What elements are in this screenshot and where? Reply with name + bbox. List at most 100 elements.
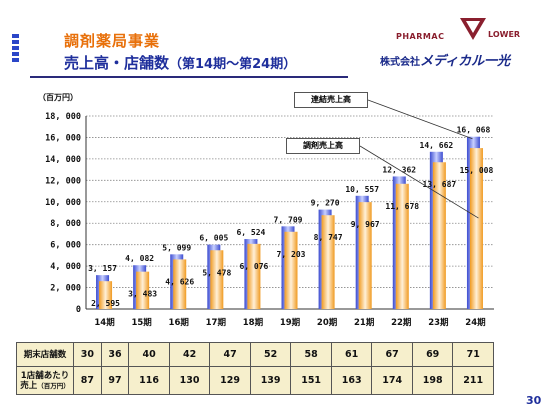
- data-label-dispensing: 13, 687: [423, 180, 457, 189]
- y-tick-label: 12, 000: [45, 176, 81, 186]
- header-accent-bar: [12, 34, 19, 64]
- data-label-consolidated: 9, 270: [311, 199, 340, 208]
- y-tick-label: 16, 000: [45, 133, 81, 143]
- logo-text-left: PHARMAC: [396, 32, 445, 41]
- data-label-consolidated: 10, 557: [345, 185, 379, 194]
- table-cell: 116: [128, 366, 170, 395]
- x-tick-label: 21期: [354, 317, 375, 328]
- data-label-consolidated: 14, 662: [420, 141, 454, 150]
- row2-label-a: 1店舗あたり: [20, 370, 70, 381]
- x-tick-label: 19期: [280, 317, 301, 328]
- data-label-dispensing: 9, 967: [351, 220, 380, 229]
- data-label-dispensing: 6, 076: [239, 262, 268, 271]
- page-title-line1: 調剤薬局事業: [64, 32, 161, 50]
- data-label-dispensing: 15, 008: [460, 166, 494, 175]
- page-title-sub: （第14期～第24期）: [169, 57, 297, 72]
- table-cell: 198: [411, 366, 454, 395]
- company-name: 株式会社メディカル一光: [380, 50, 510, 69]
- y-tick-label: 2, 000: [50, 284, 81, 294]
- bar-dispensing: [395, 183, 409, 309]
- table-cell: 97: [100, 366, 130, 395]
- table-row-label: 1店舗あたり 売上（百万円）: [16, 366, 74, 395]
- data-label-consolidated: 16, 068: [457, 126, 491, 135]
- table-cell: 129: [209, 366, 251, 395]
- table-cell: 42: [168, 342, 211, 367]
- store-stats-table: 期末店舗数 30 36 40 42 47 52 58 61 67 69 71 1…: [16, 342, 494, 395]
- company-main-name: メディカル一光: [420, 54, 511, 69]
- data-label-dispensing: 2, 595: [91, 299, 120, 308]
- company-logo-icon: [460, 18, 486, 40]
- table-cell: 69: [411, 342, 454, 367]
- page-number: 30: [526, 394, 542, 407]
- x-tick-label: 20期: [317, 317, 338, 328]
- y-tick-label: 18, 000: [45, 112, 81, 122]
- legend-consolidated: 連結売上高: [294, 92, 368, 108]
- legend-connector-consolidated: [367, 99, 473, 140]
- table-cell: 87: [73, 366, 102, 395]
- table-cell: 47: [209, 342, 251, 367]
- table-cell: 36: [100, 342, 130, 367]
- table-cell: 58: [290, 342, 332, 367]
- bar-dispensing: [173, 259, 187, 309]
- x-tick-label: 17期: [206, 317, 227, 328]
- legend-consolidated-label: 連結売上高: [311, 95, 351, 104]
- data-label-dispensing: 4, 626: [165, 277, 194, 286]
- x-tick-label: 16期: [169, 317, 190, 328]
- table-cell: 52: [249, 342, 292, 367]
- bar-dispensing: [210, 250, 224, 309]
- x-tick-label: 22期: [391, 317, 412, 328]
- x-tick-label: 14期: [94, 317, 115, 328]
- data-label-consolidated: 7, 709: [274, 215, 303, 224]
- table-row-label: 期末店舗数: [16, 342, 74, 367]
- bar-dispensing: [99, 281, 113, 309]
- page-title-main: 売上高・店舗数: [64, 54, 170, 72]
- table-cell: 71: [452, 342, 494, 367]
- data-label-dispensing: 8, 747: [314, 233, 343, 242]
- legend-dispensing: 調剤売上高: [286, 138, 360, 154]
- data-label-dispensing: 11, 678: [385, 202, 419, 211]
- sales-chart: （百万円） 0 2, 000 4, 000 6, 000 8, 000 10, 000 12,…: [38, 92, 494, 328]
- table-cell: 67: [371, 342, 413, 367]
- bar-dispensing: [284, 231, 298, 309]
- bar-dispensing: [432, 162, 446, 309]
- table-cell: 163: [330, 366, 373, 395]
- data-label-consolidated: 5, 099: [162, 243, 191, 252]
- table-cell: 174: [371, 366, 413, 395]
- x-tick-label: 23期: [428, 317, 449, 328]
- x-tick-label: 24期: [465, 317, 486, 328]
- bar-dispensing: [136, 271, 150, 309]
- title-underline: [30, 76, 348, 78]
- data-label-dispensing: 7, 203: [277, 250, 306, 259]
- y-tick-label: 0: [76, 305, 81, 315]
- bar-dispensing: [247, 243, 261, 309]
- table-cell: 211: [452, 366, 494, 395]
- legend-dispensing-label: 調剤売上高: [303, 141, 343, 150]
- data-label-dispensing: 5, 478: [202, 268, 231, 277]
- y-tick-label: 4, 000: [50, 262, 81, 272]
- table-cell: 40: [128, 342, 170, 367]
- row2-label-b: 売上: [20, 380, 38, 391]
- page-title-line2: 売上高・店舗数（第14期～第24期）: [64, 52, 296, 73]
- y-tick-label: 14, 000: [45, 155, 81, 165]
- bar-dispensing: [358, 202, 372, 309]
- company-prefix: 株式会社: [380, 57, 420, 68]
- table-row-stores: 期末店舗数 30 36 40 42 47 52 58 61 67 69 71: [16, 342, 494, 367]
- data-label-dispensing: 3, 483: [128, 290, 157, 299]
- data-label-consolidated: 3, 157: [88, 264, 117, 273]
- row2-label-unit: （百万円）: [37, 381, 70, 390]
- legend-connector-dispensing: [359, 145, 479, 219]
- data-label-consolidated: 6, 524: [236, 228, 265, 237]
- table-cell: 151: [290, 366, 332, 395]
- x-tick-label: 15期: [131, 317, 152, 328]
- table-cell: 130: [168, 366, 211, 395]
- table-cell: 139: [249, 366, 292, 395]
- y-tick-label: 10, 000: [45, 198, 81, 208]
- y-tick-label: 8, 000: [50, 219, 81, 229]
- logo-text-right: LOWER: [488, 30, 521, 39]
- data-label-consolidated: 6, 005: [199, 234, 228, 243]
- bar-dispensing: [321, 215, 335, 309]
- y-unit-label: （百万円）: [38, 92, 78, 102]
- table-cell: 61: [330, 342, 373, 367]
- table-cell: 30: [73, 342, 102, 367]
- x-tick-label: 18期: [243, 317, 264, 328]
